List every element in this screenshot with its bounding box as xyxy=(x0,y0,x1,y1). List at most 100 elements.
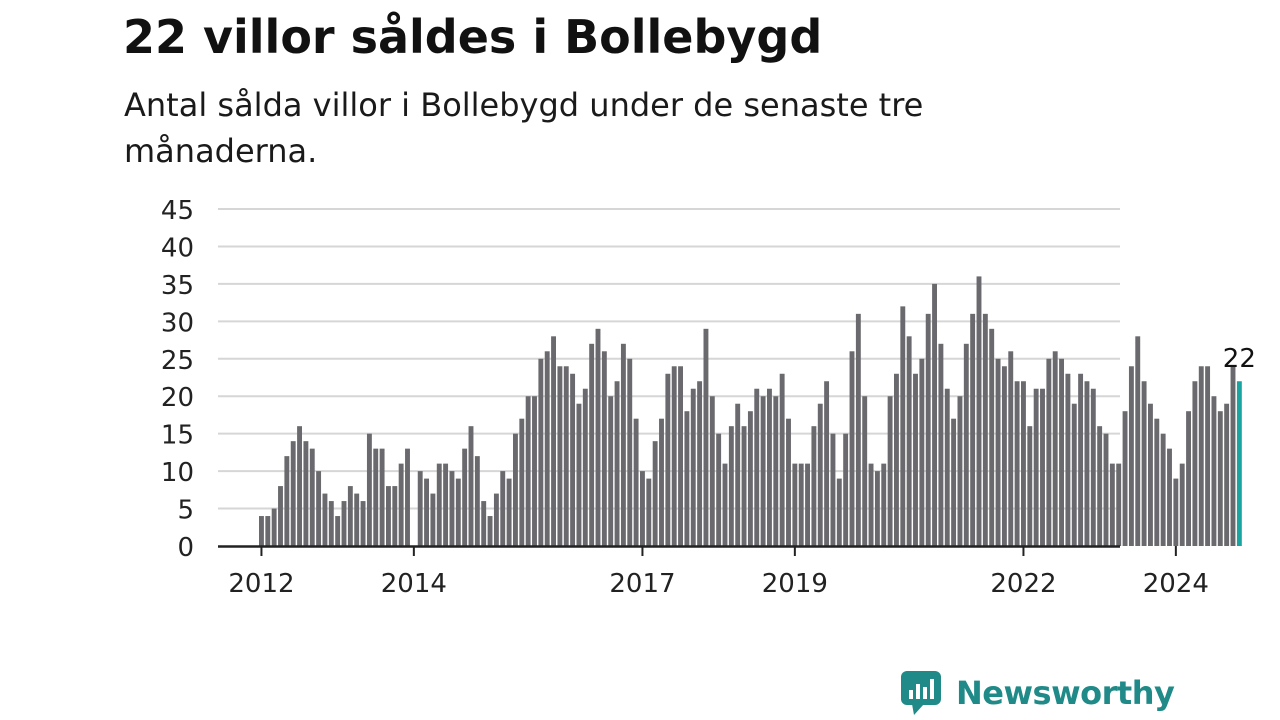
bar xyxy=(874,471,880,546)
bar xyxy=(1154,418,1160,546)
bar xyxy=(506,478,512,546)
bar-latest xyxy=(1236,381,1242,546)
bar xyxy=(436,463,442,546)
y-tick-label: 40 xyxy=(161,233,194,263)
bar xyxy=(284,456,290,546)
bar xyxy=(703,328,709,546)
bar xyxy=(278,486,283,546)
bar xyxy=(1078,373,1084,546)
bar xyxy=(405,448,410,546)
bar xyxy=(608,396,614,546)
bar xyxy=(697,381,703,546)
bar xyxy=(944,388,950,546)
bar xyxy=(525,396,531,546)
bar xyxy=(443,463,449,546)
bar xyxy=(563,366,569,546)
bar xyxy=(862,396,868,546)
bar xyxy=(1116,463,1122,546)
bar xyxy=(1186,411,1191,546)
bar xyxy=(849,351,855,546)
bar xyxy=(589,343,595,546)
bar xyxy=(474,456,480,546)
bar xyxy=(1198,366,1204,546)
bar xyxy=(1160,433,1166,546)
y-tick-label: 0 xyxy=(177,533,194,563)
x-tick-label: 2019 xyxy=(762,569,828,599)
bar xyxy=(354,493,360,546)
bar xyxy=(836,478,842,546)
bar xyxy=(462,448,468,546)
bar xyxy=(792,463,798,546)
bar xyxy=(1001,366,1007,546)
bar xyxy=(1084,381,1090,546)
bar xyxy=(1109,463,1115,546)
bar xyxy=(576,403,582,546)
bar xyxy=(989,328,995,546)
bar xyxy=(386,486,391,546)
y-tick-label: 10 xyxy=(161,458,194,488)
bar xyxy=(773,396,779,546)
chart-title: 22 villor såldes i Bollebygd xyxy=(123,10,823,64)
bar xyxy=(1090,388,1096,546)
bar xyxy=(767,388,772,546)
y-tick-label: 25 xyxy=(161,346,194,376)
y-tick-label: 35 xyxy=(161,271,194,301)
bar xyxy=(646,478,652,546)
bar xyxy=(1071,403,1077,546)
bar xyxy=(925,313,931,546)
bar xyxy=(951,418,957,546)
bar xyxy=(322,493,328,546)
bar xyxy=(995,358,1001,546)
bar xyxy=(824,381,830,546)
bar xyxy=(1122,411,1128,546)
brand-name: Newsworthy xyxy=(956,674,1175,712)
bar xyxy=(290,441,296,546)
bar xyxy=(786,418,791,546)
bar xyxy=(297,426,302,546)
bar xyxy=(843,433,849,546)
bar xyxy=(601,351,607,546)
bar xyxy=(805,463,810,546)
bar xyxy=(894,373,899,546)
bar xyxy=(741,426,747,546)
bar xyxy=(1097,426,1103,546)
x-axis-tick-labels: 2012 2014 2017 2019 2022 2024 xyxy=(228,569,1209,599)
bar xyxy=(652,441,658,546)
bar xyxy=(271,508,277,546)
bar xyxy=(328,501,334,546)
bar xyxy=(760,396,766,546)
bar xyxy=(1014,381,1020,546)
bar xyxy=(1205,366,1211,546)
bar xyxy=(722,463,728,546)
y-tick-label: 30 xyxy=(161,308,194,338)
bar xyxy=(468,426,474,546)
x-tick-label: 2014 xyxy=(381,569,447,599)
bar xyxy=(1135,336,1141,546)
bar xyxy=(424,478,429,546)
newsworthy-logo-icon xyxy=(901,671,941,715)
bar xyxy=(455,478,461,546)
bar xyxy=(519,418,525,546)
bar xyxy=(900,306,906,546)
bar xyxy=(360,501,366,546)
bar xyxy=(366,433,372,546)
brand-logo[interactable]: Newsworthy xyxy=(900,670,1175,716)
bar xyxy=(1008,351,1014,546)
bar xyxy=(614,381,620,546)
bar xyxy=(1059,358,1064,546)
bar xyxy=(1103,433,1109,546)
bar xyxy=(487,516,493,546)
bar xyxy=(932,283,937,546)
bar xyxy=(316,471,322,546)
bar xyxy=(1230,366,1236,546)
bar xyxy=(582,388,588,546)
bar xyxy=(747,411,753,546)
bar xyxy=(341,501,347,546)
last-value-label: 22 xyxy=(1223,344,1256,374)
chart-subtitle: Antal sålda villor i Bollebygd under de … xyxy=(124,86,924,170)
bar xyxy=(551,336,556,546)
y-axis-tick-labels: 0 5 10 15 20 25 30 35 40 45 xyxy=(161,196,194,563)
bar xyxy=(1179,463,1185,546)
bar xyxy=(392,486,398,546)
bar xyxy=(335,516,341,546)
